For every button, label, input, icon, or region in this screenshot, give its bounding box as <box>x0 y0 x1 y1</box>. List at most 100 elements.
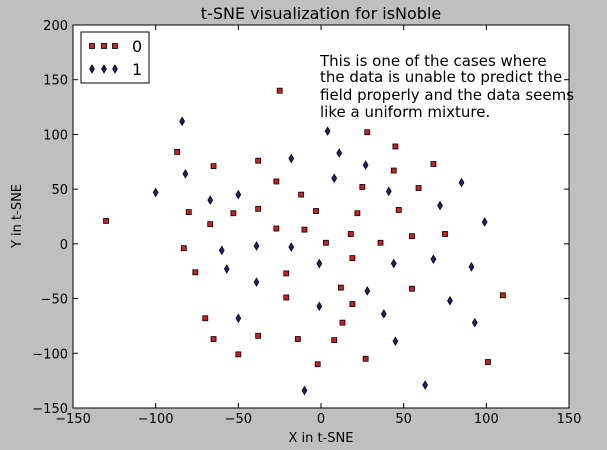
diamond-point <box>152 187 159 198</box>
square-point <box>103 217 109 224</box>
diamond-point <box>422 380 429 390</box>
diamond-point <box>437 200 443 211</box>
legend-diamond-marker <box>112 64 118 74</box>
diamond-point <box>390 258 397 269</box>
annotation-line: like a uniform mixture. <box>320 103 490 121</box>
square-point <box>207 221 214 228</box>
diamond-point <box>182 169 189 179</box>
x-tick-label: −50 <box>225 412 252 427</box>
y-tick-label: 50 <box>51 183 68 198</box>
square-point <box>301 226 308 233</box>
chart-title: t-SNE visualization for isNoble <box>201 4 441 23</box>
x-axis-ticks: −150 −100 −50 0 50 100 150 <box>55 25 581 427</box>
diamond-point <box>364 286 371 296</box>
data-points <box>103 87 506 396</box>
diamond-point <box>447 295 453 306</box>
diamond-point <box>223 264 230 274</box>
legend-markers <box>89 43 118 74</box>
y-tick-label: 200 <box>43 19 68 34</box>
square-point <box>349 255 356 261</box>
square-point <box>442 231 448 237</box>
y-tick-label: −150 <box>32 402 68 417</box>
square-point <box>202 315 209 322</box>
diamond-point <box>253 277 260 287</box>
diamond-point <box>385 186 392 197</box>
diamond-point <box>362 160 369 170</box>
square-point <box>323 239 329 246</box>
diamond-point <box>458 177 465 188</box>
square-point <box>395 207 402 213</box>
square-point <box>430 161 437 167</box>
square-point <box>298 191 305 198</box>
square-point <box>339 319 346 326</box>
y-tick-label: 100 <box>43 128 68 143</box>
square-point <box>283 270 290 277</box>
square-point <box>210 163 217 170</box>
square-point <box>354 210 361 217</box>
diamond-point <box>324 126 331 136</box>
x-tick-label: −150 <box>55 412 91 427</box>
y-axis-ticks: −150 −100 −50 0 50 100 150 200 <box>32 19 569 417</box>
annotation-line: This is one of the cases where <box>319 52 547 70</box>
square-point <box>185 209 192 216</box>
square-point <box>283 294 290 301</box>
y-tick-label: 150 <box>43 74 68 89</box>
diamond-point <box>301 385 308 396</box>
square-point <box>255 205 262 212</box>
diamond-point <box>288 153 295 164</box>
annotation-line: the data is unable to predict the <box>320 68 562 86</box>
legend: 0 1 <box>80 31 150 84</box>
diamond-point <box>288 242 295 252</box>
square-point <box>235 351 242 358</box>
square-point <box>174 149 181 155</box>
diamond-point <box>336 148 343 158</box>
diamond-point <box>331 173 338 183</box>
square-point <box>255 157 262 164</box>
legend-label-0: 0 <box>132 37 142 56</box>
diamond-point <box>316 301 323 312</box>
square-point <box>255 332 262 339</box>
x-tick-label: −100 <box>138 412 174 427</box>
square-point <box>314 361 321 368</box>
series-1 <box>152 116 488 396</box>
x-tick-label: 0 <box>317 412 325 427</box>
square-point <box>180 245 187 252</box>
diamond-point <box>430 254 437 264</box>
square-point <box>377 239 384 246</box>
annotation-line: field properly and the data seems <box>320 86 574 104</box>
plot-frame <box>72 24 570 409</box>
y-tick-label: 0 <box>60 238 68 253</box>
diamond-point <box>253 241 260 251</box>
square-point <box>273 225 280 232</box>
square-point <box>409 285 415 292</box>
legend-square-marker <box>101 43 107 49</box>
y-tick-label: −50 <box>41 293 68 308</box>
square-point <box>390 167 397 174</box>
diamond-point <box>468 262 475 272</box>
square-point <box>392 143 399 150</box>
x-tick-label: 50 <box>395 412 412 427</box>
series-0 <box>103 87 506 368</box>
legend-label-1: 1 <box>132 60 142 79</box>
diamond-point <box>316 258 323 269</box>
diamond-point <box>392 336 399 347</box>
square-point <box>313 208 319 214</box>
square-point <box>347 231 354 237</box>
diamond-point <box>207 195 214 205</box>
square-point <box>294 336 301 342</box>
square-point <box>276 87 283 94</box>
y-tick-label: −100 <box>32 347 68 362</box>
diamond-point <box>481 217 488 227</box>
square-point <box>349 301 356 307</box>
diamond-point <box>218 245 225 256</box>
plot-area <box>73 25 569 408</box>
square-point <box>337 284 344 291</box>
square-point <box>359 184 366 190</box>
square-point <box>364 129 371 136</box>
square-point <box>230 210 237 217</box>
square-point <box>192 269 199 276</box>
legend-diamond-marker <box>89 64 95 74</box>
diamond-point <box>179 116 185 127</box>
square-point <box>409 233 415 240</box>
